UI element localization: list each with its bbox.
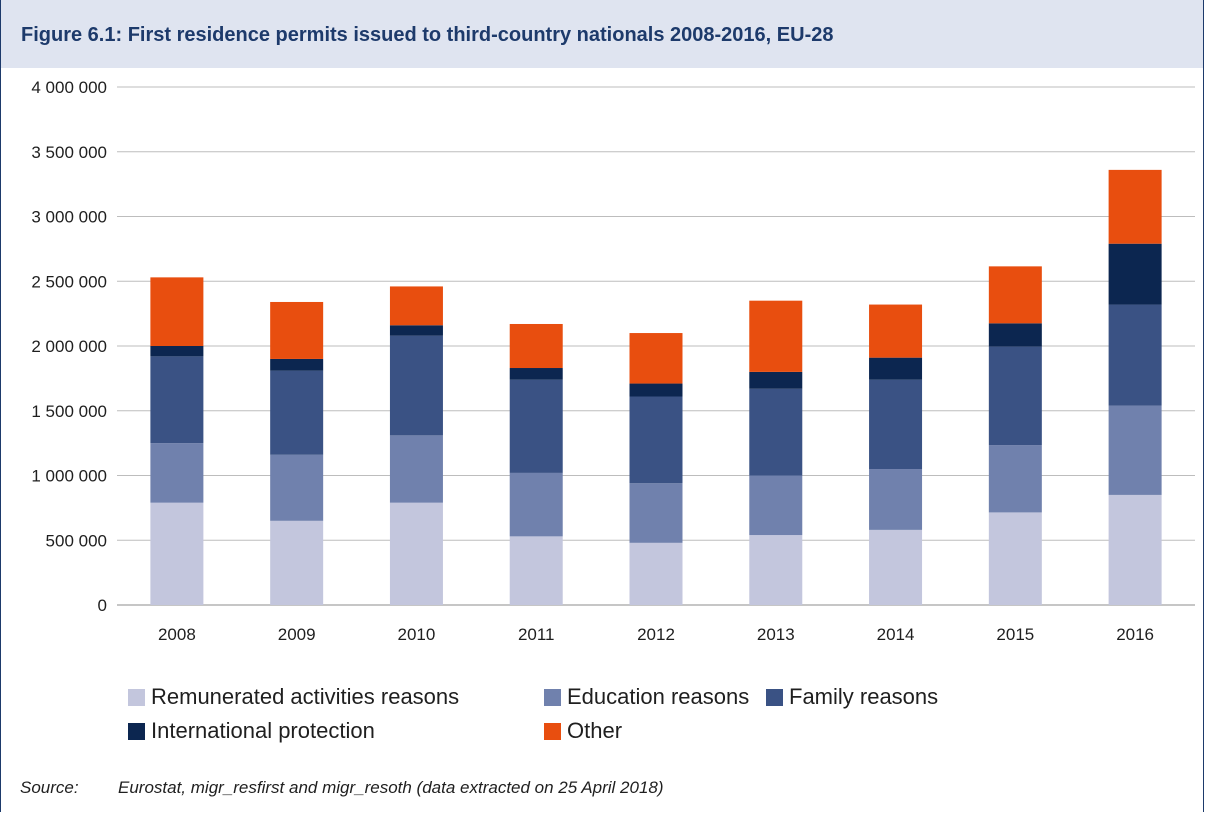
bar-2014-series-4: [869, 357, 923, 380]
x-tick-label-2009: 2009: [278, 625, 316, 644]
bar-2008-series-3: [150, 356, 204, 444]
y-axis-tick-labels: 0 500 000 1 000 000 1 500 000 2 000 000 2 500…: [31, 78, 107, 615]
bar-2013-series-4: [749, 371, 803, 389]
y-tick-label: 1 500 000: [31, 402, 107, 421]
bar-2009-series-1: [270, 520, 324, 605]
bar-2009-series-2: [270, 454, 324, 521]
bar-2008-series-4: [150, 346, 204, 357]
bar-2011-series-5: [509, 323, 563, 369]
bar-2014-series-3: [869, 379, 923, 470]
x-tick-label-2015: 2015: [996, 625, 1034, 644]
legend-item: Education reasons: [544, 684, 754, 710]
bar-2009-series-4: [270, 358, 324, 371]
bar-2008-series-2: [150, 443, 204, 503]
x-tick-label-2016: 2016: [1116, 625, 1154, 644]
y-tick-label: 4 000 000: [31, 78, 107, 97]
bar-2015-series-3: [988, 346, 1042, 446]
bar-2015-series-2: [988, 445, 1042, 513]
bar-2010-series-5: [389, 286, 443, 326]
legend-item: Other: [544, 718, 744, 744]
y-tick-label: 1 000 000: [31, 467, 107, 486]
bar-2009-series-5: [270, 301, 324, 359]
bar-2016-series-2: [1108, 405, 1162, 495]
bar-2016-series-4: [1108, 243, 1162, 305]
source-note: Source: Eurostat, migr_resfirst and migr_…: [20, 778, 664, 798]
legend-swatch: [544, 688, 561, 706]
legend-label: Education reasons: [567, 684, 750, 709]
bar-2013-series-5: [749, 300, 803, 372]
x-axis-tick-labels: 2008 2009 2010 2011 2012 2013 2014 2015 2016: [158, 625, 1154, 644]
x-tick-label-2008: 2008: [158, 625, 196, 644]
bar-2013-series-3: [749, 388, 803, 476]
title-band: Figure 6.1: First residence permits issu…: [1, 0, 1203, 68]
bar-2012-series-5: [629, 333, 683, 384]
bar-2012-series-3: [629, 396, 683, 484]
bar-2016-series-5: [1108, 169, 1162, 244]
bar-2016-series-1: [1108, 494, 1162, 605]
bar-2014-series-5: [869, 304, 923, 358]
y-tick-label: 2 000 000: [31, 337, 107, 356]
bar-2012-series-4: [629, 383, 683, 397]
y-tick-label: 2 500 000: [31, 272, 107, 291]
bar-2014-series-1: [869, 529, 923, 605]
bar-2015-series-4: [988, 323, 1042, 347]
legend-row-1: Remunerated activities reasons Education …: [128, 680, 1028, 714]
bar-2013-series-1: [749, 535, 803, 605]
bar-2012-series-1: [629, 542, 683, 605]
legend-label: International protection: [151, 718, 375, 743]
bar-2011-series-2: [509, 472, 563, 537]
bar-2016-series-3: [1108, 304, 1162, 406]
x-tick-label-2010: 2010: [398, 625, 436, 644]
legend-label: Remunerated activities reasons: [151, 684, 460, 709]
bar-2010-series-2: [389, 435, 443, 503]
y-tick-label: 500 000: [46, 531, 107, 550]
stacked-bar-chart: 0 500 000 1 000 000 1 500 000 2 000 000 2 500…: [31, 78, 1195, 644]
legend-item: Remunerated activities reasons: [128, 684, 532, 710]
bars: [150, 169, 1162, 605]
y-tick-label: 3 500 000: [31, 143, 107, 162]
legend-swatch: [766, 688, 783, 706]
source-text: Eurostat, migr_resfirst and migr_resoth …: [118, 778, 664, 797]
bar-2012-series-2: [629, 483, 683, 543]
x-tick-label-2013: 2013: [757, 625, 795, 644]
bar-2011-series-1: [509, 536, 563, 605]
bar-2008-series-5: [150, 277, 204, 346]
bar-2011-series-4: [509, 368, 563, 380]
bar-2010-series-1: [389, 502, 443, 605]
legend: Remunerated activities reasons Education …: [128, 680, 1028, 748]
source-label: Source:: [20, 778, 79, 797]
legend-item: Family reasons: [766, 684, 966, 710]
chart-title: Figure 6.1: First residence permits issu…: [21, 24, 834, 46]
bar-2011-series-3: [509, 379, 563, 473]
x-tick-label-2011: 2011: [518, 625, 555, 644]
bar-2015-series-1: [988, 512, 1042, 605]
bar-2009-series-3: [270, 370, 324, 455]
y-tick-label: 3 000 000: [31, 208, 107, 227]
legend-label: Family reasons: [789, 684, 939, 709]
bar-2014-series-2: [869, 469, 923, 530]
legend-swatch: [128, 688, 145, 706]
y-tick-label: 0: [98, 596, 107, 615]
x-tick-label-2012: 2012: [637, 625, 675, 644]
legend-swatch: [128, 722, 145, 740]
x-tick-label-2014: 2014: [877, 625, 915, 644]
legend-swatch: [544, 722, 561, 740]
bar-2008-series-1: [150, 502, 204, 605]
bar-2015-series-5: [988, 266, 1042, 324]
legend-item: International protection: [128, 718, 532, 744]
bar-2013-series-2: [749, 475, 803, 536]
bar-2010-series-4: [389, 325, 443, 336]
legend-row-2: International protection Other: [128, 714, 1028, 748]
legend-label: Other: [567, 718, 623, 743]
bar-2010-series-3: [389, 335, 443, 436]
